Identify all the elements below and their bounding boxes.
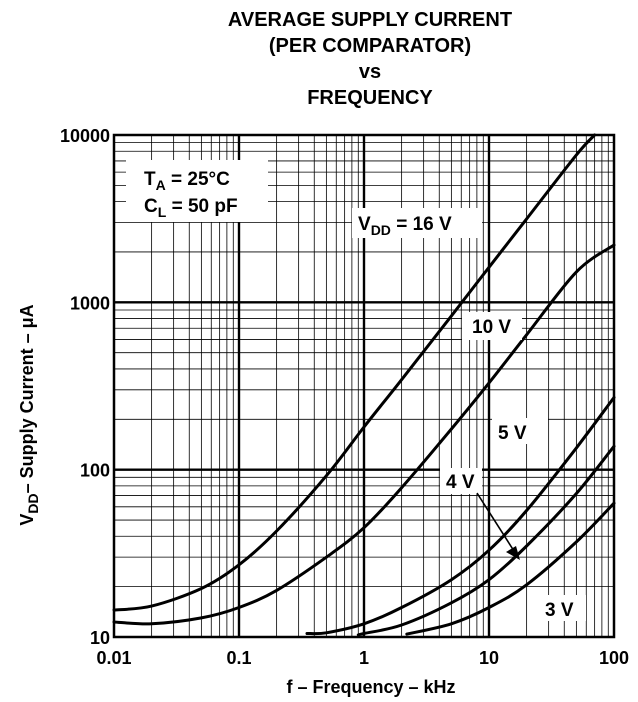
x-tick-label: 10 — [479, 648, 499, 668]
series-label-5v: 5 V — [498, 423, 527, 444]
chart-title: AVERAGE SUPPLY CURRENT (PER COMPARATOR) … — [228, 9, 512, 109]
label-bg-10v — [462, 312, 522, 340]
curves — [112, 133, 616, 637]
series-label-16v: VDD = 16 V — [358, 214, 452, 238]
series-line-3v — [405, 501, 616, 636]
title-line-4: FREQUENCY — [307, 87, 433, 109]
condition-cl-sub: L — [158, 204, 167, 220]
series-label-3v: 3 V — [545, 600, 574, 621]
condition-cl-main: C — [144, 196, 158, 217]
series-line-10v — [112, 243, 616, 626]
condition-ta-sub: A — [156, 177, 166, 193]
x-tick-label: 0.1 — [226, 648, 251, 668]
series-labels: VDD = 16 V 10 V 5 V 4 V 3 V — [352, 208, 586, 621]
title-line-2: (PER COMPARATOR) — [269, 35, 471, 57]
plot-frame — [112, 133, 616, 639]
y-tick-label: 10 — [90, 628, 110, 648]
y-tick-label: 1000 — [70, 293, 110, 313]
label-bg-4v — [440, 468, 482, 494]
condition-ta: TA = 25°C — [144, 169, 230, 193]
series-label-4v: 4 V — [446, 472, 475, 493]
y-axis-label-main: V — [17, 514, 37, 526]
x-tick-label: 100 — [599, 648, 629, 668]
y-axis-label-rest: – Supply Current – μA — [17, 304, 37, 493]
conditions-box-bg — [126, 160, 268, 222]
y-tick-label: 10000 — [60, 126, 110, 146]
x-tick-label: 1 — [359, 648, 369, 668]
series-line-16v — [112, 133, 597, 612]
series-line-5v — [305, 396, 616, 636]
condition-ta-main: T — [144, 169, 156, 190]
label-4v-pointer-line — [476, 492, 515, 552]
x-axis-label: f – Frequency – kHz — [286, 677, 455, 697]
y-axis-label-sub: DD — [25, 493, 41, 513]
label-4v-pointer-arrowhead — [506, 546, 520, 560]
label-bg-3v — [538, 595, 586, 621]
conditions-box: TA = 25°C CL = 50 pF — [126, 160, 268, 222]
title-line-3: vs — [359, 61, 381, 83]
series-label-16v-main: V — [358, 214, 371, 235]
series-label-16v-sub: DD — [371, 222, 391, 238]
series-label-10v: 10 V — [472, 317, 511, 338]
title-line-1: AVERAGE SUPPLY CURRENT — [228, 9, 512, 31]
x-tick-labels: 0.01 0.1 1 10 100 — [96, 648, 629, 668]
condition-cl: CL = 50 pF — [144, 196, 238, 220]
y-axis-label: VDD– Supply Current – μA — [17, 304, 41, 525]
series-line-4v — [356, 444, 616, 637]
label-bg-5v — [492, 418, 548, 444]
condition-ta-rest: = 25°C — [166, 169, 230, 190]
y-tick-labels: 10 100 1000 10000 — [60, 126, 110, 648]
condition-cl-rest: = 50 pF — [166, 196, 237, 217]
x-tick-label: 0.01 — [96, 648, 131, 668]
y-tick-label: 100 — [80, 461, 110, 481]
label-bg-16v — [352, 208, 482, 238]
series-label-16v-rest: = 16 V — [391, 214, 452, 235]
